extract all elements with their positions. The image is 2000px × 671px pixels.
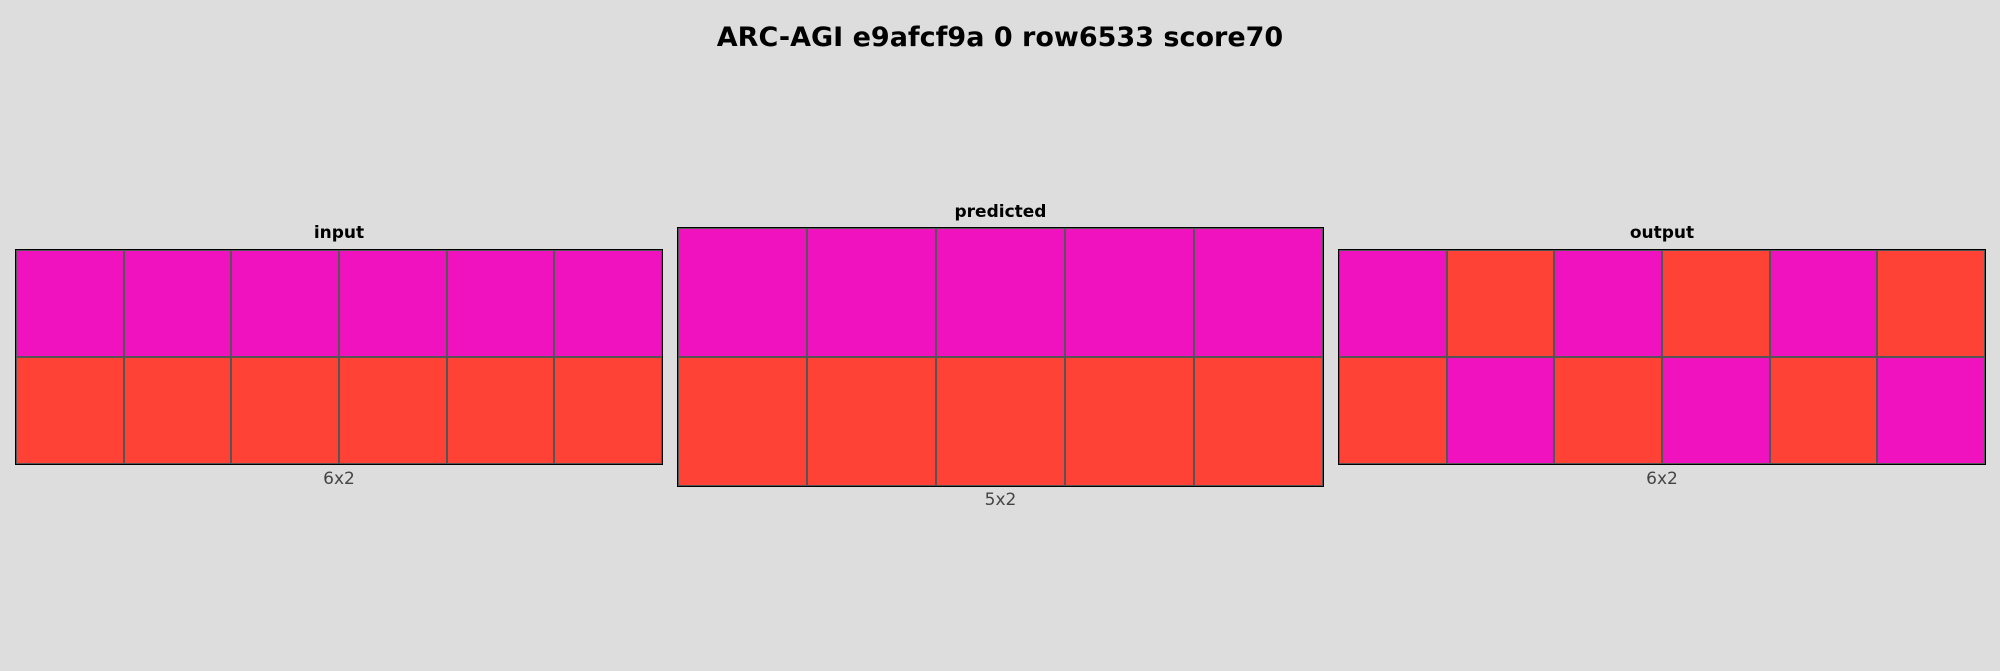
predicted-grid bbox=[677, 227, 1324, 487]
grid-cell bbox=[1877, 357, 1985, 464]
grid-cell bbox=[1065, 228, 1194, 357]
grid-cell bbox=[338, 250, 447, 357]
grid-cell bbox=[678, 228, 807, 357]
grid-cell bbox=[936, 228, 1065, 357]
grid-cell bbox=[231, 250, 339, 357]
grid-cell bbox=[338, 357, 447, 464]
grid-cell bbox=[123, 357, 232, 464]
grid-cell bbox=[446, 357, 555, 464]
grid-cell bbox=[1194, 357, 1323, 486]
output-grid bbox=[1338, 249, 1986, 465]
grid-cell bbox=[1554, 357, 1662, 464]
grid-cell bbox=[1339, 357, 1447, 464]
input-panel: input 6x2 bbox=[15, 0, 663, 671]
grid-cell bbox=[554, 357, 662, 464]
grid-cell bbox=[807, 228, 936, 357]
panel-size: 6x2 bbox=[323, 469, 355, 489]
grid-cell bbox=[446, 250, 555, 357]
grid-cell bbox=[1065, 357, 1194, 486]
grid-cell bbox=[1769, 357, 1878, 464]
grid-cell bbox=[123, 250, 232, 357]
grid-cell bbox=[678, 357, 807, 486]
output-panel: output 6x2 bbox=[1338, 0, 1986, 671]
grid-cell bbox=[936, 357, 1065, 486]
panel-size: 5x2 bbox=[984, 490, 1017, 510]
grid-cell bbox=[1554, 250, 1662, 357]
grid-cell bbox=[1446, 357, 1555, 464]
grid-cell bbox=[1661, 357, 1770, 464]
grid-cell bbox=[231, 357, 339, 464]
grid-cell bbox=[807, 357, 936, 486]
grid-cell bbox=[16, 250, 124, 357]
input-grid bbox=[15, 249, 663, 465]
panel-label: predicted bbox=[954, 202, 1047, 222]
page-title: ARC-AGI e9afcf9a 0 row6533 score70 bbox=[716, 22, 1284, 53]
grid-cell bbox=[1194, 228, 1323, 357]
panel-size: 6x2 bbox=[1646, 469, 1678, 489]
predicted-panel: predicted 5x2 bbox=[677, 0, 1324, 671]
grid-cell bbox=[16, 357, 124, 464]
grid-cell bbox=[1339, 250, 1447, 357]
grid-cell bbox=[1661, 250, 1770, 357]
grid-cell bbox=[1446, 250, 1555, 357]
grid-cell bbox=[554, 250, 662, 357]
panel-label: output bbox=[1629, 223, 1695, 243]
grid-cell bbox=[1877, 250, 1985, 357]
panel-label: input bbox=[313, 223, 365, 243]
grid-cell bbox=[1769, 250, 1878, 357]
